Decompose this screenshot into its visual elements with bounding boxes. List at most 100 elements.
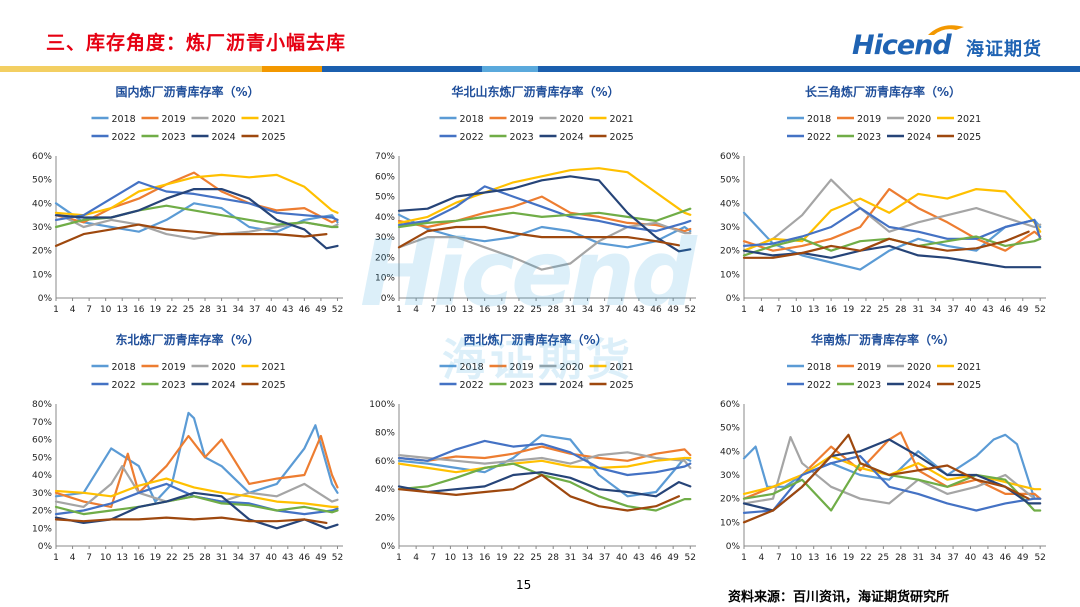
legend-item-2022: 2022 bbox=[439, 380, 484, 391]
x-tick-label: 25 bbox=[183, 305, 194, 315]
series-line-2025 bbox=[54, 516, 328, 524]
legend-label: 2023 bbox=[162, 132, 186, 143]
legend-item-2023: 2023 bbox=[141, 380, 186, 391]
y-tick-label: 40% bbox=[32, 199, 52, 209]
series-line-2025 bbox=[742, 433, 1030, 524]
x-tick-label: 28 bbox=[895, 305, 907, 315]
y-tick-label: 60% bbox=[720, 400, 740, 410]
y-tick-label: 20% bbox=[720, 247, 740, 257]
legend-label: 2023 bbox=[510, 380, 534, 391]
x-tick-label: 28 bbox=[547, 305, 559, 315]
x-tick-label: 46 bbox=[299, 305, 311, 315]
legend-item-2019: 2019 bbox=[837, 362, 881, 373]
series-line-2020 bbox=[742, 435, 1042, 505]
x-tick-label: 46 bbox=[650, 553, 662, 563]
y-tick-label: 10% bbox=[375, 274, 395, 284]
legend-label: 2024 bbox=[560, 380, 584, 391]
series-line-2024 bbox=[397, 471, 692, 498]
x-tick-label: 16 bbox=[133, 305, 145, 315]
x-tick-label: 49 bbox=[315, 553, 327, 563]
x-tick-label: 13 bbox=[117, 553, 128, 563]
y-tick-label: 30% bbox=[32, 223, 52, 233]
y-tick-label: 40% bbox=[720, 447, 740, 457]
legend-label: 2021 bbox=[262, 362, 286, 373]
legend-label: 2019 bbox=[510, 114, 534, 125]
header-bar-dark-blue bbox=[538, 66, 1080, 72]
legend-item-2020: 2020 bbox=[539, 114, 584, 125]
y-tick-label: 0% bbox=[381, 294, 396, 304]
x-tick-label: 37 bbox=[947, 553, 958, 563]
legend-item-2022: 2022 bbox=[91, 380, 136, 391]
series-line-2023 bbox=[742, 462, 1042, 512]
legend-label: 2020 bbox=[212, 362, 236, 373]
y-tick-label: 20% bbox=[32, 507, 52, 517]
x-tick-label: 16 bbox=[825, 553, 837, 563]
x-tick-label: 10 bbox=[445, 553, 457, 563]
legend-item-2018: 2018 bbox=[91, 362, 136, 373]
y-tick-label: 40% bbox=[375, 485, 395, 495]
legend-label: 2025 bbox=[262, 132, 286, 143]
x-tick-label: 49 bbox=[667, 553, 679, 563]
x-tick-label: 7 bbox=[430, 553, 436, 563]
legend-item-2018: 2018 bbox=[439, 362, 484, 373]
x-tick-label: 19 bbox=[843, 553, 855, 563]
y-tick-label: 70% bbox=[32, 418, 52, 428]
y-tick-label: 60% bbox=[720, 152, 740, 162]
legend-item-2022: 2022 bbox=[439, 132, 484, 143]
x-tick-label: 34 bbox=[930, 305, 942, 315]
x-tick-label: 1 bbox=[53, 305, 59, 315]
y-tick-label: 80% bbox=[375, 428, 395, 438]
legend-label: 2020 bbox=[212, 114, 236, 125]
chart-title: 国内炼厂沥青库存率（%） bbox=[115, 84, 259, 99]
y-tick-label: 50% bbox=[32, 453, 52, 463]
x-tick-label: 22 bbox=[860, 305, 871, 315]
legend-label: 2025 bbox=[957, 132, 981, 143]
series-line-2019 bbox=[742, 187, 1042, 252]
legend-label: 2023 bbox=[857, 380, 881, 391]
legend-label: 2022 bbox=[807, 380, 831, 391]
legend-label: 2020 bbox=[560, 114, 584, 125]
series-line-2023 bbox=[54, 495, 339, 516]
x-tick-label: 1 bbox=[741, 305, 747, 315]
chart-south-china-svg: 华南炼厂沥青库存率（%） 2018 2019 2020 2021 2022 2023 2024… bbox=[720, 332, 1046, 563]
x-tick-label: 1 bbox=[396, 553, 402, 563]
x-tick-label: 10 bbox=[791, 553, 803, 563]
x-tick-label: 52 bbox=[1034, 553, 1045, 563]
x-tick-label: 43 bbox=[633, 305, 644, 315]
series-line-2020 bbox=[54, 465, 339, 508]
legend-label: 2022 bbox=[112, 380, 136, 391]
x-tick-label: 46 bbox=[1000, 305, 1012, 315]
chart-title: 西北炼厂沥青库存率（%） bbox=[463, 332, 607, 347]
x-tick-label: 40 bbox=[965, 553, 977, 563]
x-tick-label: 49 bbox=[667, 305, 679, 315]
x-tick-label: 52 bbox=[685, 305, 696, 315]
legend-label: 2021 bbox=[610, 114, 634, 125]
series-line-2018 bbox=[54, 411, 339, 503]
legend-item-2025: 2025 bbox=[937, 380, 981, 391]
x-tick-label: 7 bbox=[776, 553, 782, 563]
x-tick-label: 37 bbox=[599, 305, 610, 315]
chart-title: 东北炼厂沥青库存率（%） bbox=[115, 332, 259, 347]
series-line-2021 bbox=[54, 477, 339, 508]
legend-label: 2019 bbox=[857, 114, 881, 125]
chart-domestic-svg: 国内炼厂沥青库存率（%） 2018 2019 2020 2021 2022 2023 2024… bbox=[32, 84, 343, 315]
legend-label: 2023 bbox=[857, 132, 881, 143]
legend-item-2020: 2020 bbox=[191, 362, 236, 373]
legend-item-2019: 2019 bbox=[489, 114, 534, 125]
y-tick-label: 80% bbox=[32, 400, 52, 410]
legend-label: 2020 bbox=[560, 362, 584, 373]
legend-item-2021: 2021 bbox=[241, 114, 286, 125]
header-bar-yellow bbox=[0, 66, 262, 72]
legend-item-2024: 2024 bbox=[539, 132, 584, 143]
page-number: 15 bbox=[516, 578, 532, 592]
chart-yangtze-delta: 长三角炼厂沥青库存率（%） 2018 2019 2020 2021 2022 2023 202… bbox=[708, 78, 1058, 323]
x-tick-label: 40 bbox=[965, 305, 977, 315]
series-line-2022 bbox=[397, 185, 692, 233]
y-tick-label: 50% bbox=[32, 176, 52, 186]
logo-swoosh-icon bbox=[928, 25, 964, 35]
legend-item-2025: 2025 bbox=[589, 132, 634, 143]
x-tick-label: 22 bbox=[860, 553, 871, 563]
x-tick-label: 43 bbox=[982, 553, 993, 563]
x-tick-label: 28 bbox=[199, 553, 211, 563]
x-tick-label: 37 bbox=[947, 305, 958, 315]
